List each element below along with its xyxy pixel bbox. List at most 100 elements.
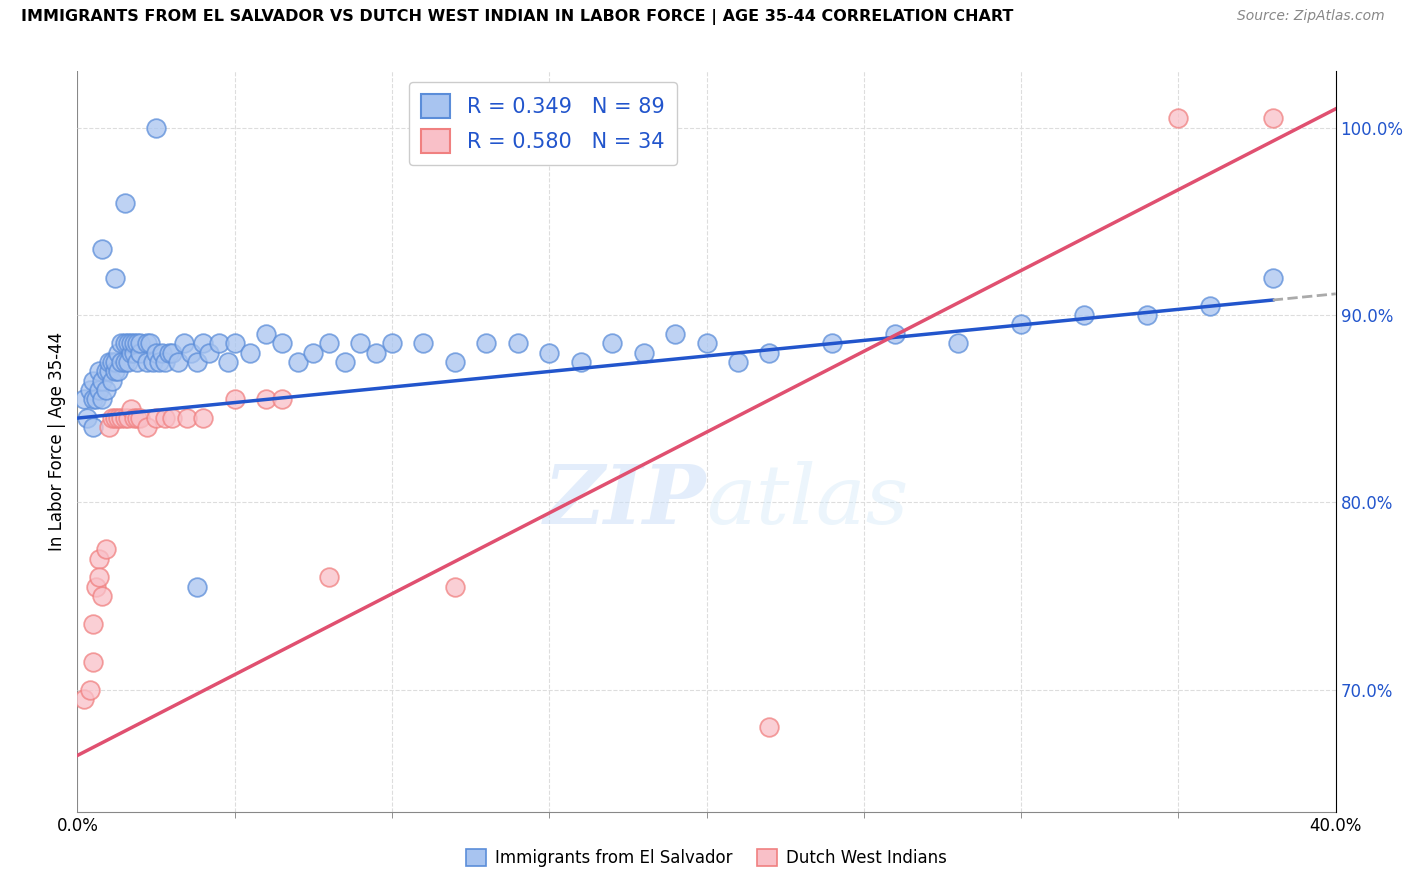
Point bbox=[157, 345, 180, 359]
Point bbox=[208, 336, 231, 351]
Point bbox=[155, 355, 177, 369]
Point bbox=[114, 336, 136, 351]
Point bbox=[444, 580, 467, 594]
Point bbox=[104, 411, 127, 425]
Point bbox=[82, 617, 104, 632]
Point bbox=[91, 243, 114, 257]
Point bbox=[101, 374, 124, 388]
Point bbox=[538, 345, 561, 359]
Point bbox=[180, 345, 202, 359]
Text: Source: ZipAtlas.com: Source: ZipAtlas.com bbox=[1237, 9, 1385, 23]
Point bbox=[948, 336, 970, 351]
Point bbox=[1167, 112, 1189, 126]
Point bbox=[72, 392, 94, 407]
Point bbox=[696, 336, 718, 351]
Point bbox=[117, 355, 139, 369]
Point bbox=[333, 355, 356, 369]
Point bbox=[1261, 112, 1284, 126]
Point bbox=[135, 420, 157, 434]
Point bbox=[217, 355, 239, 369]
Point bbox=[318, 570, 340, 584]
Point bbox=[91, 589, 114, 603]
Point bbox=[254, 392, 277, 407]
Point bbox=[114, 195, 136, 210]
Point bbox=[287, 355, 309, 369]
Point bbox=[97, 364, 120, 378]
Point bbox=[82, 420, 104, 434]
Point bbox=[104, 364, 127, 378]
Point bbox=[239, 345, 262, 359]
Point bbox=[120, 401, 142, 416]
Point bbox=[191, 411, 215, 425]
Point bbox=[475, 336, 498, 351]
Point bbox=[633, 345, 655, 359]
Point bbox=[91, 374, 114, 388]
Point bbox=[89, 551, 111, 566]
Point bbox=[114, 411, 136, 425]
Point bbox=[145, 345, 167, 359]
Point bbox=[79, 383, 101, 397]
Point bbox=[76, 411, 98, 425]
Point bbox=[186, 355, 208, 369]
Point bbox=[79, 682, 101, 697]
Point bbox=[1261, 270, 1284, 285]
Point bbox=[135, 355, 157, 369]
Point bbox=[142, 355, 165, 369]
Point bbox=[94, 542, 117, 557]
Point bbox=[160, 345, 183, 359]
Point bbox=[72, 692, 94, 706]
Point bbox=[122, 336, 145, 351]
Point bbox=[506, 336, 529, 351]
Point bbox=[1199, 299, 1222, 313]
Point bbox=[127, 411, 149, 425]
Point bbox=[101, 411, 124, 425]
Point bbox=[129, 336, 152, 351]
Y-axis label: In Labor Force | Age 35-44: In Labor Force | Age 35-44 bbox=[48, 332, 66, 551]
Point bbox=[114, 355, 136, 369]
Point bbox=[664, 326, 686, 341]
Point bbox=[366, 345, 388, 359]
Point bbox=[173, 336, 195, 351]
Point bbox=[107, 411, 129, 425]
Point bbox=[600, 336, 623, 351]
Point bbox=[89, 570, 111, 584]
Point bbox=[84, 392, 107, 407]
Point bbox=[122, 345, 145, 359]
Legend: Immigrants from El Salvador, Dutch West Indians: Immigrants from El Salvador, Dutch West … bbox=[460, 842, 953, 874]
Point bbox=[110, 336, 132, 351]
Point bbox=[1073, 308, 1095, 322]
Text: ZIP: ZIP bbox=[544, 461, 707, 541]
Point bbox=[120, 336, 142, 351]
Point bbox=[104, 270, 127, 285]
Point bbox=[145, 411, 167, 425]
Point bbox=[186, 580, 208, 594]
Point bbox=[148, 355, 170, 369]
Point bbox=[107, 364, 129, 378]
Point bbox=[224, 392, 246, 407]
Point bbox=[110, 411, 132, 425]
Point bbox=[150, 345, 173, 359]
Point bbox=[302, 345, 325, 359]
Point bbox=[884, 326, 907, 341]
Point bbox=[381, 336, 404, 351]
Point bbox=[91, 392, 114, 407]
Point bbox=[758, 345, 780, 359]
Point bbox=[270, 336, 292, 351]
Point bbox=[349, 336, 371, 351]
Point bbox=[1010, 318, 1032, 332]
Point bbox=[129, 411, 152, 425]
Point bbox=[254, 326, 277, 341]
Point bbox=[117, 336, 139, 351]
Point bbox=[127, 355, 149, 369]
Point bbox=[1136, 308, 1159, 322]
Point bbox=[821, 336, 844, 351]
Point bbox=[727, 355, 749, 369]
Point bbox=[155, 411, 177, 425]
Point bbox=[120, 345, 142, 359]
Point bbox=[94, 383, 117, 397]
Point bbox=[135, 336, 157, 351]
Point bbox=[198, 345, 221, 359]
Point bbox=[270, 392, 292, 407]
Text: atlas: atlas bbox=[707, 461, 908, 541]
Point bbox=[97, 355, 120, 369]
